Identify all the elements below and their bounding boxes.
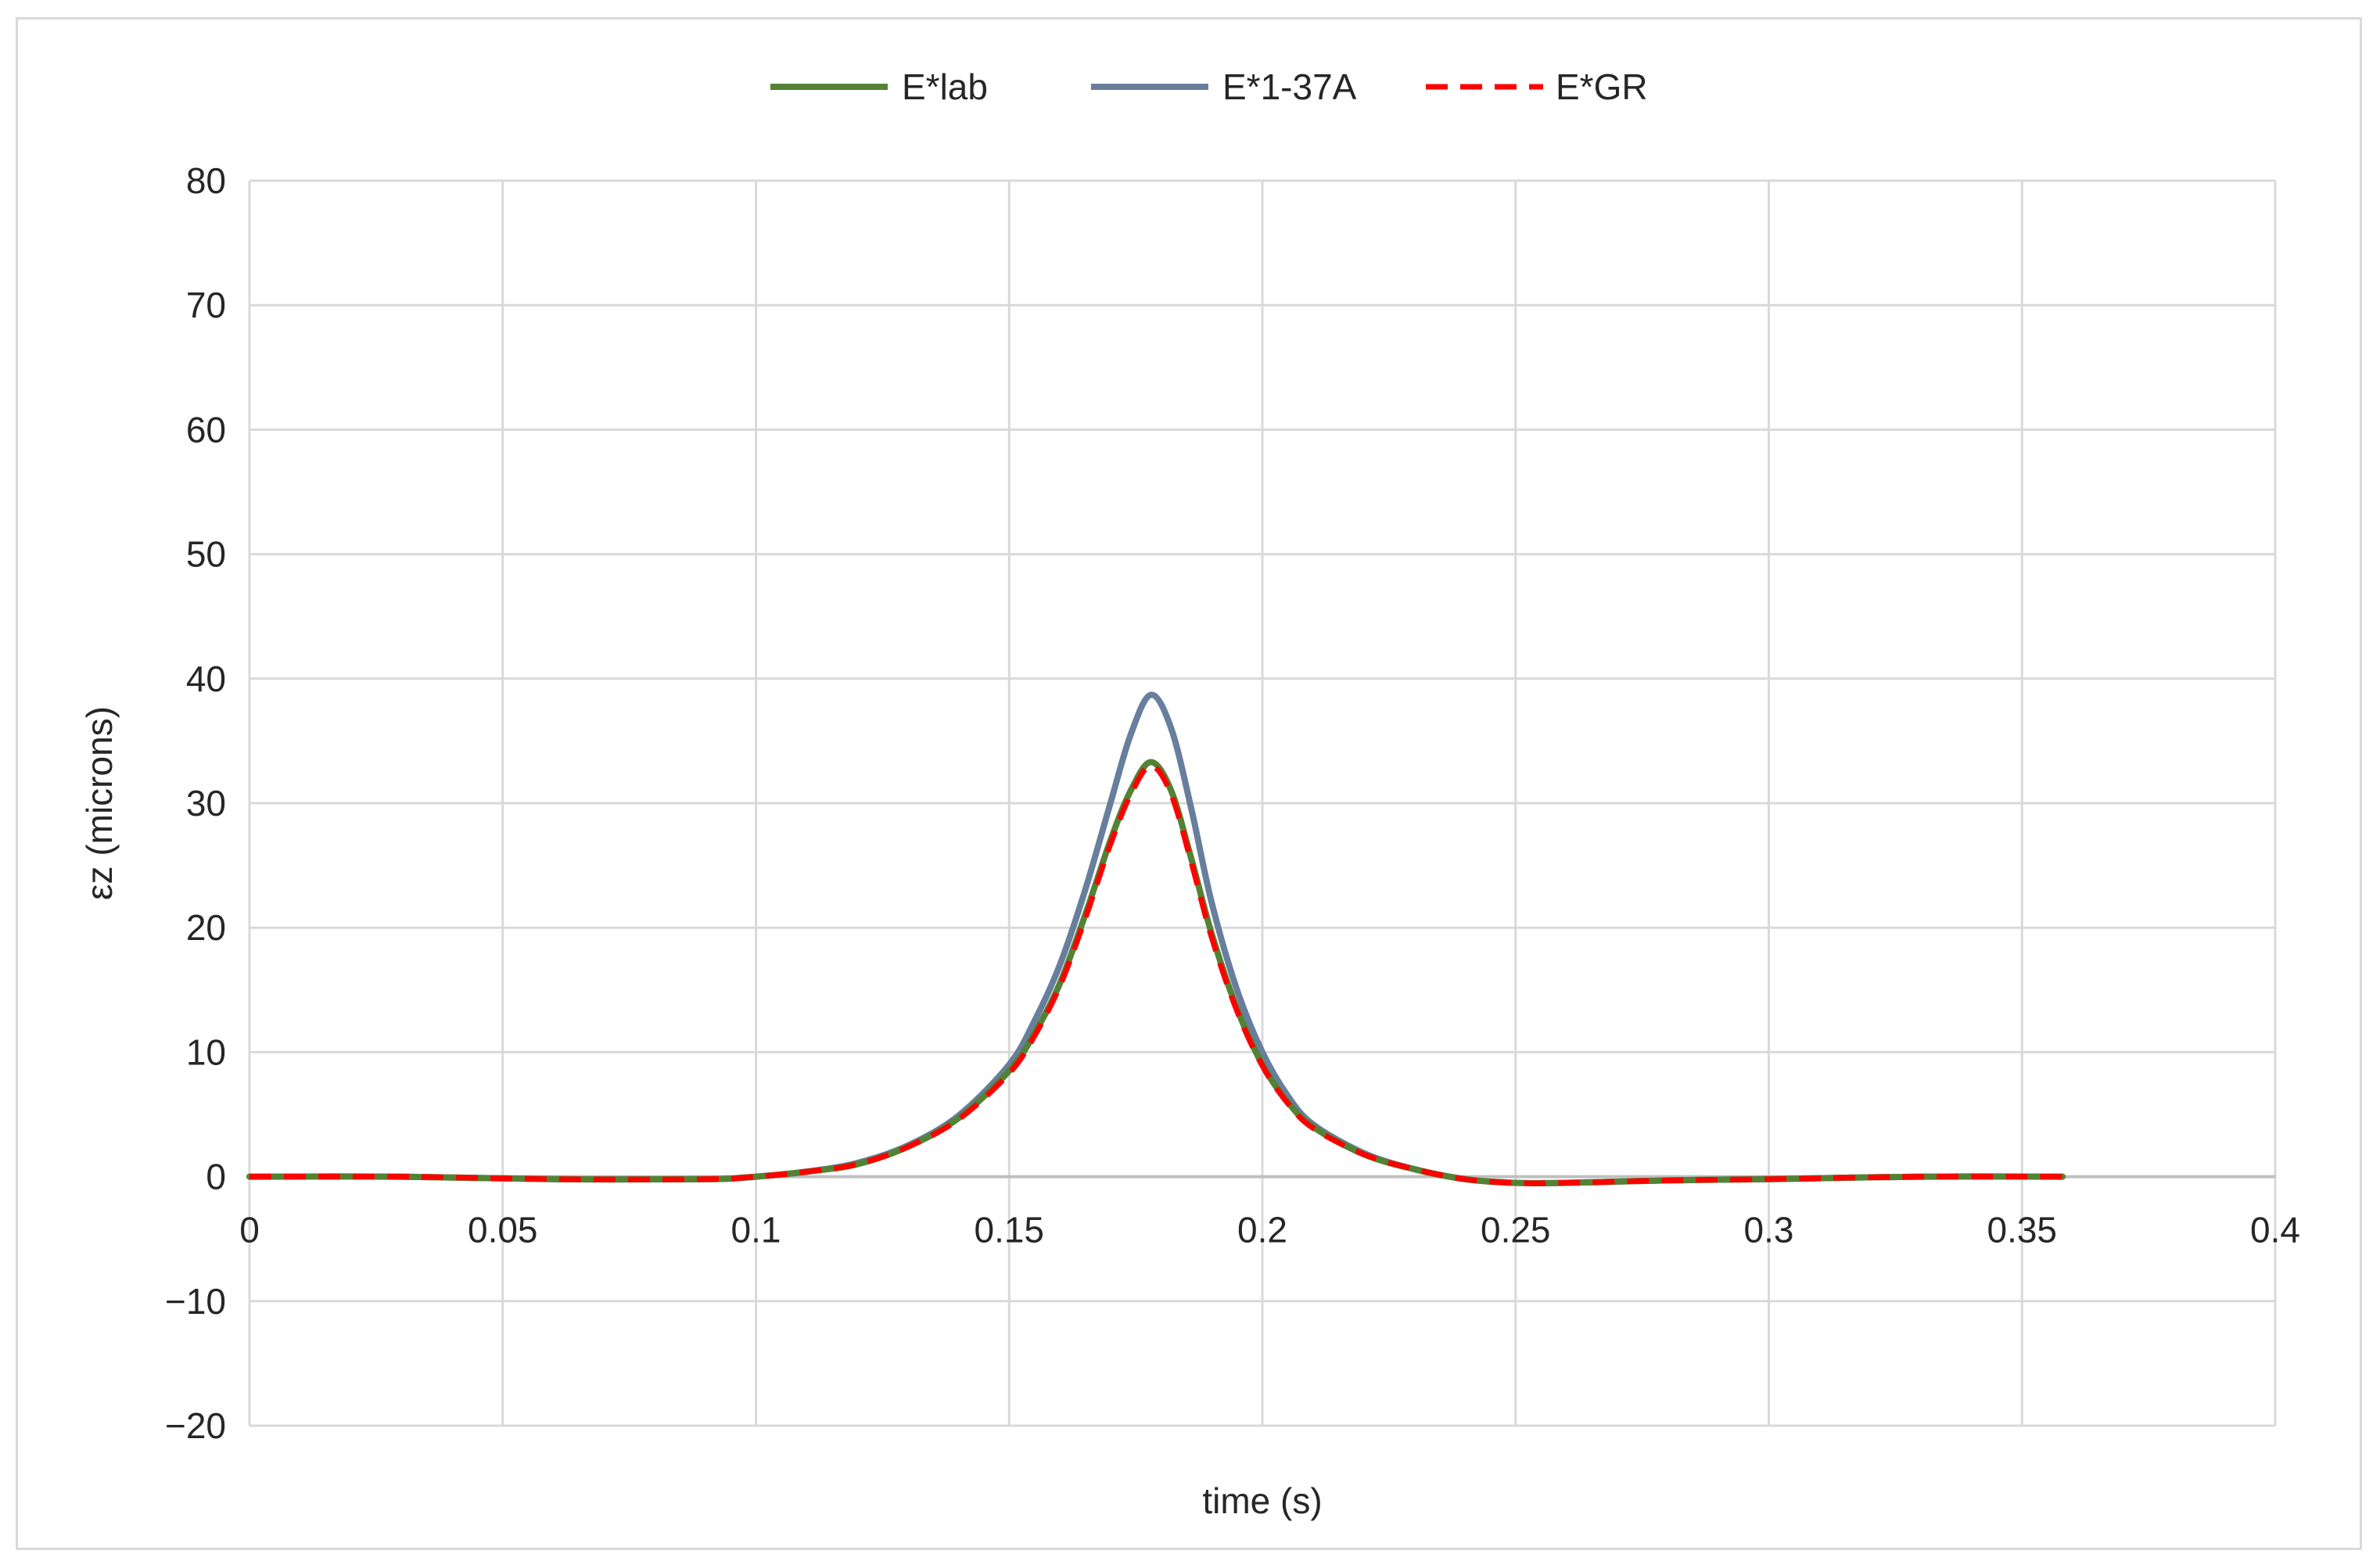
series-lines [246, 691, 2066, 1187]
y-tick-label: 80 [186, 160, 226, 201]
legend-label: E*GR [1556, 66, 1648, 107]
y-tick-label: 20 [186, 907, 226, 948]
x-tick-label: 0.3 [1744, 1210, 1794, 1250]
chart-frame: 80 70 60 50 40 30 20 10 0 −10 −20 0 0.05 0.1 0.15 0.2 0.… [16, 17, 2362, 1550]
gridlines [248, 179, 2277, 1427]
legend-label: E*1-37A [1222, 66, 1357, 107]
y-tick-label: 50 [186, 534, 226, 575]
y-tick-label: 70 [186, 285, 226, 325]
x-axis-title: time (s) [1202, 1480, 1322, 1521]
x-tick-label: 0.25 [1481, 1210, 1551, 1250]
x-tick-label: 0.15 [974, 1210, 1044, 1250]
y-tick-label: −20 [165, 1405, 226, 1446]
y-tick-label: −10 [165, 1281, 226, 1322]
x-tick-label: 0 [239, 1210, 260, 1250]
x-tick-label: 0.05 [468, 1210, 538, 1250]
x-tick-label: 0.2 [1237, 1210, 1287, 1250]
y-tick-label: 10 [186, 1032, 226, 1072]
tick-labels: 80 70 60 50 40 30 20 10 0 −10 −20 0 0.05 0.1 0.15 0.2 0.… [165, 160, 2300, 1446]
x-tick-label: 0.4 [2250, 1210, 2300, 1250]
legend-label: E*lab [902, 66, 988, 107]
x-tick-label: 0.35 [1987, 1210, 2057, 1250]
y-tick-label: 60 [186, 409, 226, 450]
legend: E*lab E*1-37A E*GR [770, 66, 1648, 107]
y-tick-label: 0 [206, 1157, 226, 1197]
line-chart: 80 70 60 50 40 30 20 10 0 −10 −20 0 0.05 0.1 0.15 0.2 0.… [79, 66, 2300, 1521]
y-axis-title: εz (microns) [79, 706, 120, 900]
y-tick-label: 30 [186, 783, 226, 823]
x-tick-label: 0.1 [731, 1210, 781, 1250]
series-line-e-gr [249, 762, 2063, 1186]
y-tick-label: 40 [186, 658, 226, 699]
series-line-e-lab [246, 759, 2066, 1187]
